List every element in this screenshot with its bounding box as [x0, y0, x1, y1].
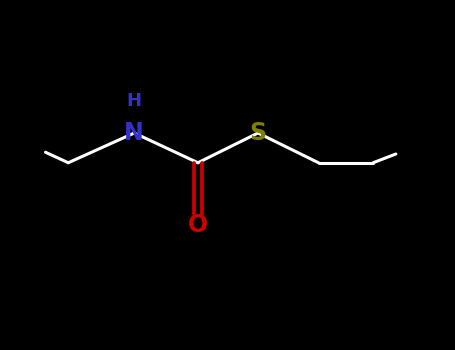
Text: S: S — [249, 121, 267, 145]
Text: N: N — [124, 121, 144, 145]
Text: O: O — [188, 213, 208, 237]
Text: H: H — [127, 92, 142, 111]
